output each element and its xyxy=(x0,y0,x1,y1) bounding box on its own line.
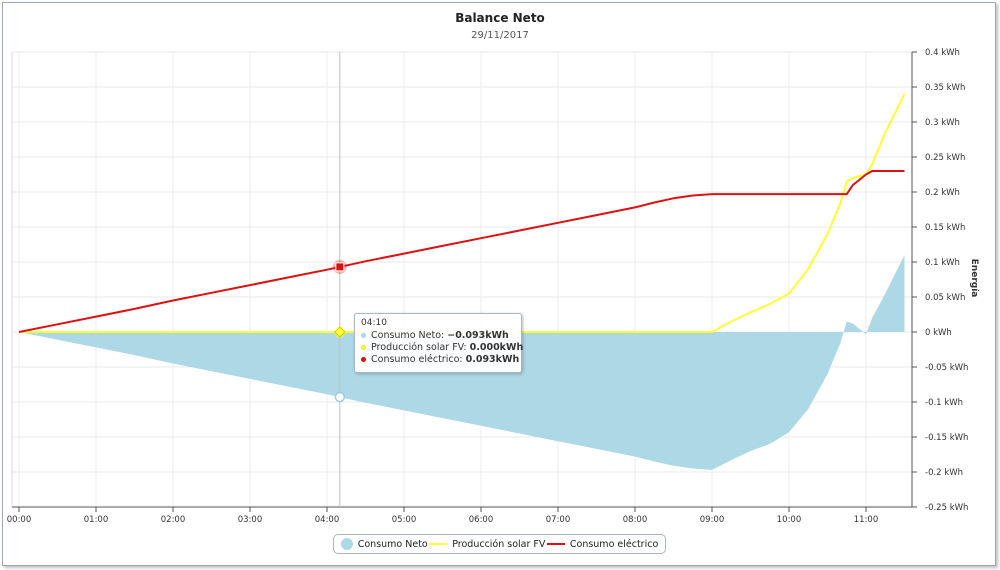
y-tick-label: 0.3 kWh xyxy=(925,118,960,128)
legend-swatch-produccion-solar xyxy=(429,543,448,545)
legend-label-produccion-solar: Producción solar FV xyxy=(452,538,546,550)
y-axis-label: Energía xyxy=(969,259,979,298)
y-tick-label: 0.25 kWh xyxy=(925,153,965,163)
hover-marker-solar xyxy=(334,326,346,338)
tooltip: 04:10 Consumo Neto: −0.093kWh Producción… xyxy=(354,313,523,373)
tooltip-dot-neto xyxy=(361,333,366,338)
legend-item-produccion-solar[interactable]: Producción solar FV xyxy=(429,539,545,550)
tooltip-label-solar: Producción solar FV: xyxy=(371,342,470,353)
y-tick-label: -0.25 kWh xyxy=(925,503,968,513)
tooltip-value-solar: 0.000kWh xyxy=(469,342,524,353)
series-layer xyxy=(18,93,906,470)
legend-item-consumo-neto[interactable]: Consumo Neto xyxy=(340,538,428,550)
y-tick-label: 0 kWh xyxy=(925,328,952,338)
x-tick-label: 07:00 xyxy=(546,515,571,525)
x-tick-label: 06:00 xyxy=(469,515,494,525)
tooltip-dot-consumo xyxy=(361,357,366,362)
tooltip-row-solar: Producción solar FV: 0.000kWh xyxy=(361,342,523,354)
y-tick-label: -0.05 kWh xyxy=(925,363,968,373)
hover-marker-neto xyxy=(334,391,346,403)
x-tick-label: 09:00 xyxy=(700,515,725,525)
series-line-produccion-solar xyxy=(19,93,906,333)
hover-marker-consumo xyxy=(335,262,345,272)
legend-swatch-consumo-neto xyxy=(340,538,353,550)
legend-label-consumo-electrico: Consumo eléctrico xyxy=(569,538,659,550)
x-tick-label: 02:00 xyxy=(161,515,186,525)
hover-layer xyxy=(332,52,347,507)
legend-item-consumo-electrico[interactable]: Consumo eléctrico xyxy=(546,538,659,550)
tooltip-dot-solar xyxy=(361,345,366,350)
legend: Consumo Neto Producción solar FV Consumo… xyxy=(333,534,666,554)
chart-title: Balance Neto xyxy=(455,11,545,25)
y-tick-label: 0.05 kWh xyxy=(925,293,965,303)
x-tick-label: 10:00 xyxy=(777,515,802,525)
tooltip-row-neto: Consumo Neto: −0.093kWh xyxy=(361,330,515,342)
y-tick-label: -0.2 kWh xyxy=(925,468,963,478)
legend-swatch-consumo-electrico xyxy=(546,543,565,545)
legend-label-consumo-neto: Consumo Neto xyxy=(357,538,428,550)
tooltip-label-consumo: Consumo eléctrico: xyxy=(371,354,466,365)
x-tick-label: 11:00 xyxy=(854,515,879,525)
y-tick-label: 0.1 kWh xyxy=(925,258,960,268)
series-line-consumo-electrico xyxy=(18,170,905,333)
x-tick-label: 01:00 xyxy=(84,515,109,525)
y-tick-label: 0.2 kWh xyxy=(925,188,960,198)
tooltip-value-consumo: 0.093kWh xyxy=(465,354,520,365)
y-tick-label: 0.35 kWh xyxy=(925,83,965,93)
y-tick-label: 0.15 kWh xyxy=(925,223,965,233)
x-tick-label: 04:00 xyxy=(315,515,340,525)
tooltip-label-neto: Consumo Neto: xyxy=(371,330,448,341)
tooltip-row-consumo: Consumo eléctrico: 0.093kWh xyxy=(361,354,519,366)
x-tick-label: 05:00 xyxy=(392,515,417,525)
x-tick-label: 00:00 xyxy=(7,515,32,525)
chart-subtitle: 29/11/2017 xyxy=(471,30,529,41)
x-tick-label: 03:00 xyxy=(238,515,263,525)
y-tick-label: -0.1 kWh xyxy=(925,398,963,408)
y-tick-label: -0.15 kWh xyxy=(925,433,968,443)
axis-layer: 0.4 kWh 0.35 kWh 0.3 kWh 0.25 kWh 0.2 kWh 0.1… xyxy=(7,48,969,525)
tooltip-time: 04:10 xyxy=(361,318,387,328)
y-tick-label: 0.4 kWh xyxy=(925,48,960,58)
tooltip-value-neto: −0.093kWh xyxy=(447,330,509,341)
x-tick-label: 08:00 xyxy=(623,515,648,525)
